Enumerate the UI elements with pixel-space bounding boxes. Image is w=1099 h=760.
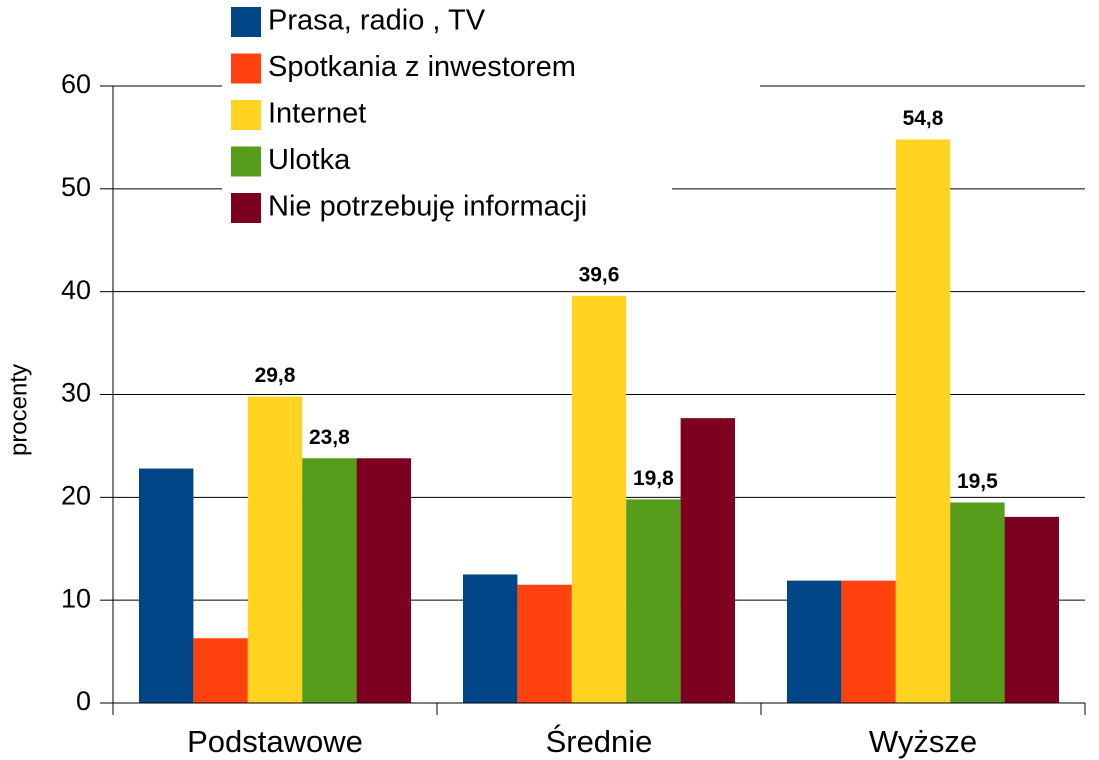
data-label: 19,8	[633, 467, 674, 490]
bar	[139, 468, 194, 703]
y-tick-label: 40	[61, 275, 91, 305]
legend-box	[222, 0, 672, 232]
bar	[680, 418, 735, 703]
legend-label: Spotkania z inwestorem	[268, 51, 576, 83]
y-tick-label: 30	[61, 378, 91, 408]
bar	[517, 584, 572, 703]
x-tick-label: Wyższe	[869, 724, 977, 759]
legend-box	[660, 0, 760, 100]
bar	[950, 502, 1005, 703]
y-tick-label: 0	[76, 686, 91, 716]
legend-swatch	[231, 100, 261, 130]
legend-label: Nie potrzebuję informacji	[268, 191, 587, 223]
data-label: 54,8	[903, 107, 944, 130]
bar	[895, 139, 951, 703]
y-axis-label: procenty	[5, 364, 32, 456]
data-label: 23,8	[309, 426, 350, 449]
bar	[463, 574, 518, 703]
legend-swatch	[231, 53, 261, 84]
y-tick-label: 10	[61, 583, 91, 613]
legend-swatch	[231, 146, 261, 177]
bar	[571, 295, 627, 703]
data-label: 29,8	[255, 364, 296, 387]
bar	[356, 458, 411, 703]
legend-label: Prasa, radio , TV	[268, 5, 486, 37]
legend-label: Ulotka	[268, 144, 351, 176]
legend-swatch	[231, 7, 261, 37]
bar	[247, 396, 303, 703]
bar	[841, 580, 896, 703]
y-tick-label: 50	[61, 172, 91, 202]
legend-label: Internet	[268, 98, 366, 130]
x-tick-label: Średnie	[546, 723, 653, 759]
bar	[626, 499, 681, 703]
y-tick-label: 20	[61, 480, 91, 510]
y-tick-label: 60	[61, 69, 91, 99]
x-tick-label: Podstawowe	[187, 724, 363, 759]
data-label: 19,5	[957, 470, 998, 493]
bar	[787, 580, 842, 703]
legend-swatch	[231, 193, 261, 223]
bar	[193, 638, 248, 703]
data-label: 39,6	[579, 263, 620, 286]
bar	[302, 458, 357, 703]
bar	[1004, 516, 1059, 703]
